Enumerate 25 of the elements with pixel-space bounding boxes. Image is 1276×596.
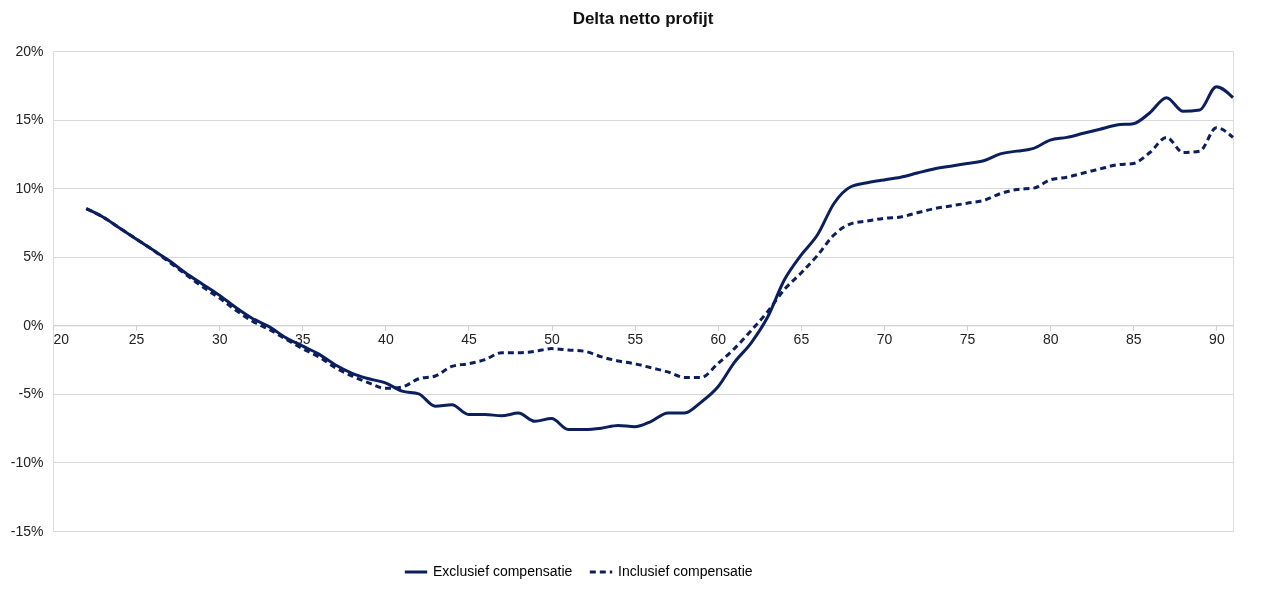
x-tick-label: 90 [1209,330,1225,347]
y-tick-label: 15% [15,111,44,128]
x-tick-label: 75 [959,330,976,347]
x-tick-label: 60 [710,330,727,347]
x-tick-label: 65 [793,330,810,347]
x-tick-label: 80 [1042,330,1059,347]
y-tick-label: 5% [23,248,44,265]
x-tick-label: 25 [128,330,145,347]
x-tick-label: 40 [378,330,394,347]
x-tick-label: 30 [211,330,228,347]
x-tick-label: 70 [876,330,893,347]
x-tick-label: 85 [1125,330,1142,347]
y-tick-label: 20% [15,42,44,59]
x-tick-label: 55 [627,330,644,347]
x-tick-label: 45 [461,330,477,347]
y-tick-label: -10% [10,453,44,470]
x-tick-label: 20 [53,330,70,347]
x-tick-label: 50 [544,330,561,347]
chart-title: Delta netto profijt [572,9,714,28]
legend-label: Inclusief compensatie [618,563,753,579]
y-tick-label: 0% [23,316,44,333]
y-tick-label: -5% [18,385,44,402]
legend-label: Exclusief compensatie [433,563,573,579]
y-tick-label: -15% [10,522,44,539]
y-tick-label: 10% [15,179,44,196]
